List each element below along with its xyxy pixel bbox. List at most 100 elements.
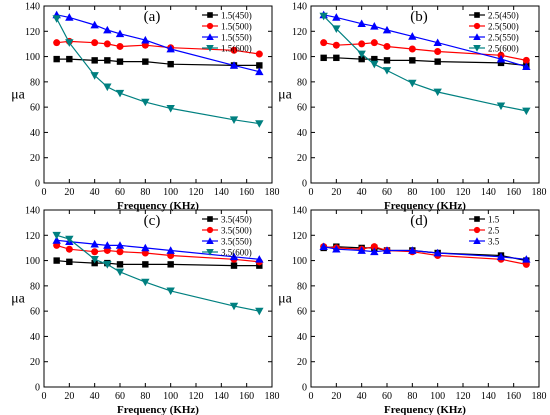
data-point <box>91 248 99 256</box>
y-tick-label: 60 <box>30 307 40 318</box>
x-axis-label: Frequency (KHz) <box>117 200 199 212</box>
series-line <box>56 260 260 267</box>
legend-marker <box>206 44 214 52</box>
data-point <box>65 13 74 21</box>
legend-marker <box>473 237 481 245</box>
y-tick-label: 100 <box>292 256 307 267</box>
plot-frame <box>310 209 540 388</box>
x-axis-label: Frequency (KHz) <box>384 200 466 212</box>
x-axis-label: Frequency (KHz) <box>117 404 199 415</box>
data-point <box>103 40 111 48</box>
x-tick-label: 40 <box>90 391 100 402</box>
x-tick-label: 40 <box>357 187 367 198</box>
legend-marker <box>207 12 213 18</box>
y-tick-label: 20 <box>297 357 307 368</box>
x-tick-label: 180 <box>265 187 280 198</box>
x-tick-label: 120 <box>189 187 204 198</box>
data-point <box>496 102 506 111</box>
legend-label: 3.5(600) <box>221 248 252 258</box>
data-point <box>332 41 340 49</box>
legend-label: 2.5(550) <box>488 33 519 43</box>
data-point <box>166 246 175 254</box>
x-tick-label: 20 <box>64 391 74 402</box>
data-point <box>104 57 111 64</box>
data-point <box>496 252 506 261</box>
x-tick-label: 120 <box>189 391 204 402</box>
legend-marker <box>473 44 481 52</box>
x-tick-label: 160 <box>506 391 521 402</box>
x-tick-label: 180 <box>532 187 547 198</box>
legend-marker <box>206 22 214 30</box>
x-tick-label: 0 <box>42 391 47 402</box>
data-point <box>142 58 149 65</box>
data-point <box>66 258 73 266</box>
y-tick-label: 0 <box>302 383 307 394</box>
data-point <box>357 246 366 254</box>
y-tick-label: 0 <box>35 179 40 190</box>
data-point <box>522 107 531 116</box>
legend-label: 3.5(450) <box>221 215 252 225</box>
data-point <box>370 60 379 69</box>
data-point <box>433 248 442 257</box>
data-point <box>255 67 264 76</box>
y-tick-label: 40 <box>30 128 40 139</box>
legend-marker <box>206 248 214 256</box>
x-axis-label: Frequency (KHz) <box>384 404 466 415</box>
data-point <box>141 243 150 252</box>
x-tick-label: 140 <box>214 391 229 402</box>
y-tick-label: 80 <box>30 77 40 88</box>
y-axis-label: μa <box>278 292 293 307</box>
y-tick-label: 120 <box>292 27 307 38</box>
data-point <box>166 105 175 113</box>
data-point <box>53 55 60 63</box>
x-tick-label: 140 <box>481 391 496 402</box>
data-point <box>103 83 112 92</box>
series-line <box>323 57 527 66</box>
data-point <box>91 57 98 64</box>
data-point <box>65 245 73 253</box>
legend-label: 2.5(500) <box>488 22 519 32</box>
chart-panel: 0 20 40 60 80 100 120 140 160 180 0 20 40 60 80 100 120 1… <box>11 2 279 213</box>
data-point <box>370 22 379 30</box>
data-point <box>319 242 328 251</box>
y-tick-label: 120 <box>292 231 307 242</box>
y-tick-label: 20 <box>30 357 40 368</box>
data-point <box>103 25 112 34</box>
panel-label: (d) <box>410 213 428 229</box>
data-point <box>230 46 238 54</box>
legend-marker <box>206 33 214 41</box>
data-point <box>53 257 60 264</box>
legend-label: 1.5(550) <box>221 33 252 43</box>
data-point <box>496 54 506 63</box>
data-point <box>370 243 378 251</box>
data-point <box>433 38 442 47</box>
x-tick-label: 120 <box>456 187 471 198</box>
data-point <box>358 55 365 63</box>
data-point <box>522 255 531 263</box>
data-point <box>433 88 442 97</box>
x-tick-label: 180 <box>265 391 280 402</box>
y-axis-label: μa <box>278 88 293 103</box>
x-tick-label: 140 <box>481 187 496 198</box>
y-tick-label: 80 <box>297 281 307 292</box>
panel-label: (b) <box>410 9 428 25</box>
legend-label: 3.5(500) <box>221 226 252 236</box>
data-point <box>332 244 341 253</box>
y-axis-label: μa <box>11 88 26 103</box>
data-point <box>90 20 99 29</box>
y-tick-label: 80 <box>297 77 307 88</box>
x-tick-label: 100 <box>163 391 178 402</box>
x-tick-label: 20 <box>331 391 341 402</box>
legend-label: 2.5 <box>488 226 500 236</box>
data-point <box>229 302 239 311</box>
panel-label: (a) <box>144 9 161 25</box>
x-tick-label: 0 <box>309 391 314 402</box>
data-point <box>370 39 378 47</box>
y-tick-label: 40 <box>297 332 307 343</box>
data-point <box>358 40 366 48</box>
y-tick-label: 40 <box>297 128 307 139</box>
x-tick-label: 0 <box>309 187 314 198</box>
data-point <box>371 55 378 63</box>
legend-marker <box>206 237 214 245</box>
